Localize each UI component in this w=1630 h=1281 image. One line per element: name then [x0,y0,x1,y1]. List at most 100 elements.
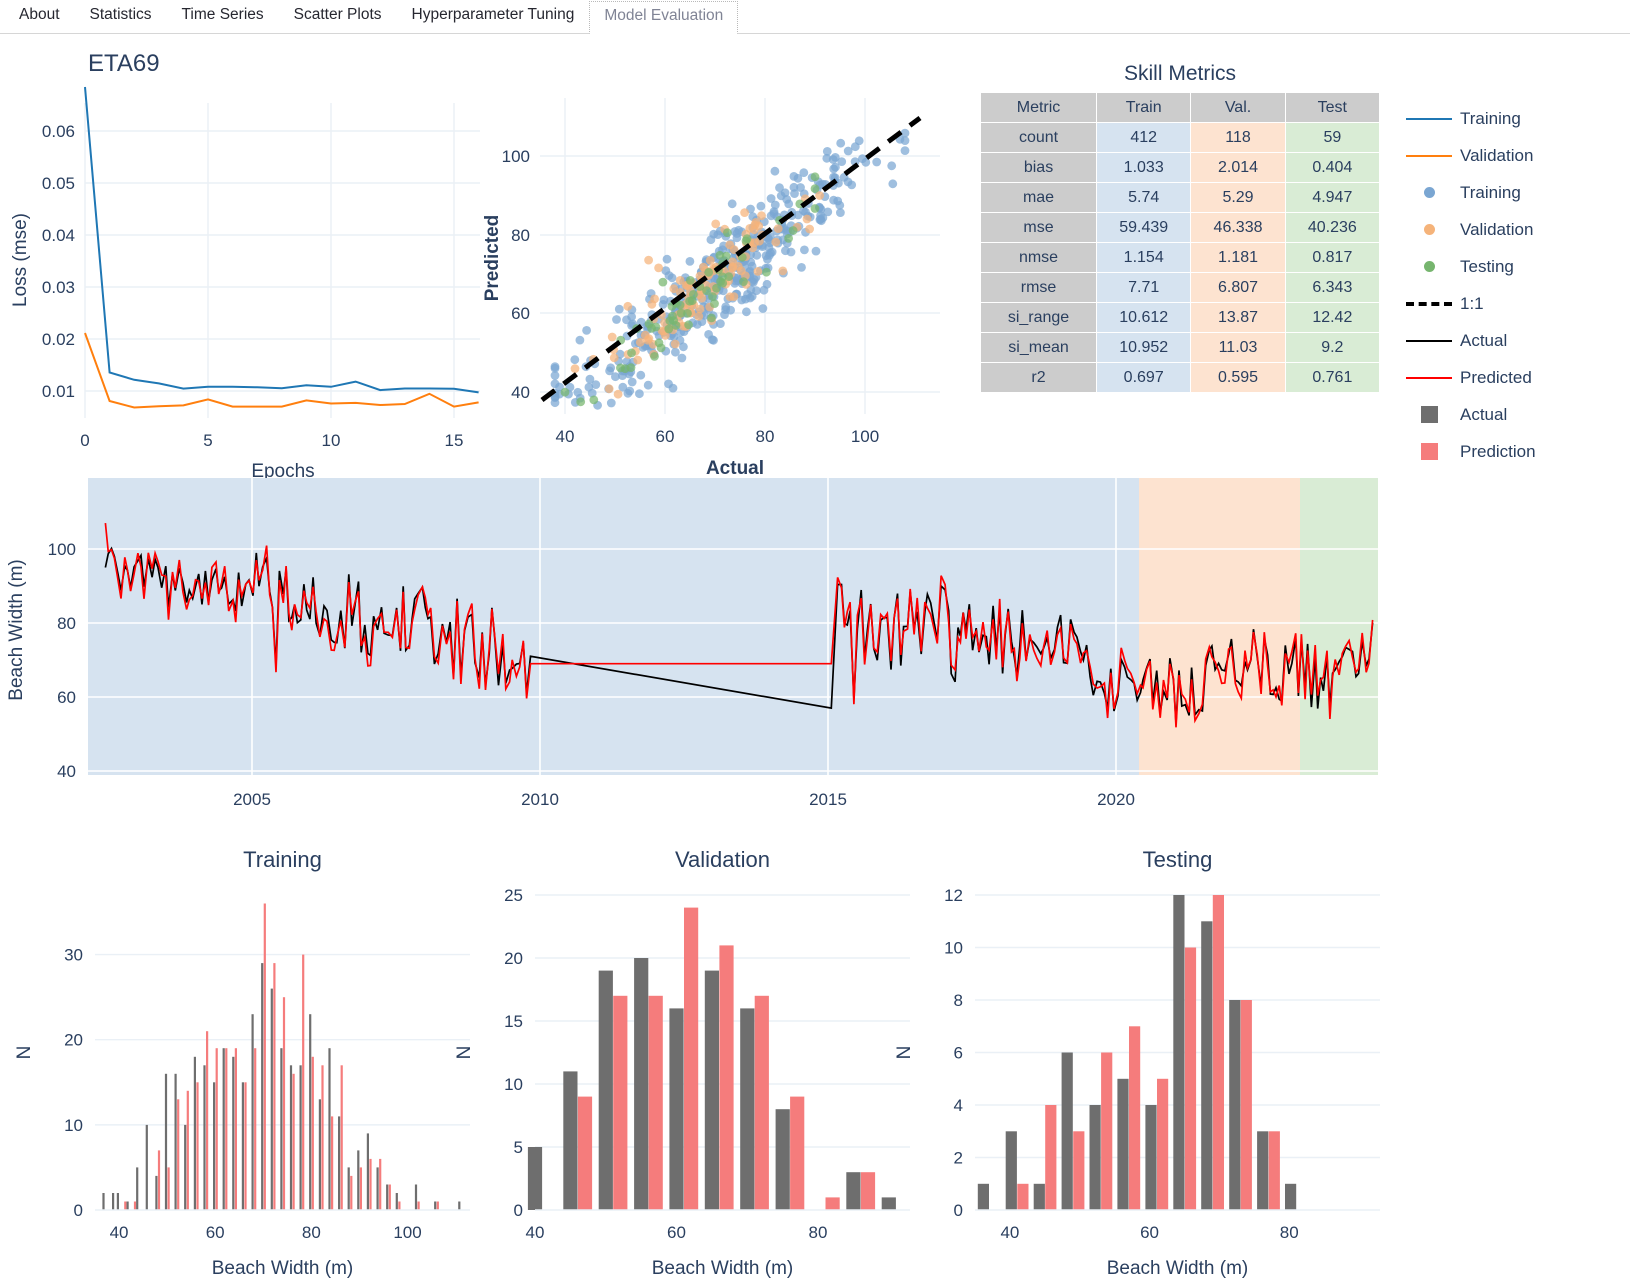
x-tick-label: 60 [667,1223,686,1242]
svg-text:40: 40 [57,762,76,781]
tab-scatter-plots[interactable]: Scatter Plots [293,6,382,24]
scatter-plot: 40 60 80 100 40 60 80 100 Actual Predict… [480,78,950,479]
y-tick-label: 12 [944,886,963,905]
legend-item-1-1-5[interactable]: 1:1 [1398,285,1628,322]
histogram-bar [790,1096,805,1210]
histogram-bar [1229,1000,1241,1210]
histogram-bar [331,1116,334,1210]
legend-label: Training [1460,108,1521,128]
loss-training-line [84,86,479,394]
histogram-bar [328,1048,331,1210]
histogram-bar [1212,895,1224,1210]
cell-count-metric: count [979,122,1098,153]
legend-label: Validation [1460,219,1534,239]
histogram-bar [350,1175,353,1210]
cell-r2-train: 0.697 [1096,362,1192,393]
timeseries-ylabel: Beach Width (m) [6,559,27,700]
legend-item-testing-4[interactable]: Testing [1398,248,1628,285]
histogram-bar [232,1056,235,1210]
cell-mae-val: 5.29 [1190,182,1286,213]
cell-mse-test: 40.236 [1284,212,1381,243]
legend-label: 1:1 [1460,293,1484,313]
legend-item-predicted-7[interactable]: Predicted [1398,359,1628,396]
cell-si_mean-val: 11.03 [1190,332,1286,363]
histogram-bar [376,1167,379,1210]
histogram-bar [527,1147,543,1210]
timeseries-predicted-line [104,523,1374,728]
histogram-bar [434,1201,437,1210]
histogram-bar [436,1201,439,1210]
cell-si_range-train: 10.612 [1096,302,1192,333]
tab-time-series[interactable]: Time Series [181,6,264,24]
legend-label: Testing [1460,256,1514,276]
legend-swatch-square-icon [1398,406,1460,423]
histogram-bar [184,1124,187,1210]
histogram-ylabel: N [454,1046,475,1060]
histogram-bar [244,1082,247,1210]
histogram-bar [206,1031,209,1210]
histogram-bar [241,1082,244,1210]
svg-text:0: 0 [80,431,89,450]
histogram-bar [1145,1105,1157,1210]
tab-about[interactable]: About [19,6,60,24]
legend-item-training-0[interactable]: Training [1398,100,1628,137]
timeseries-plot: 40 60 80 100 2005 2010 2015 2020 Beach W… [0,470,1400,830]
histogram-validation: Validation 0 5 10 15 20 25 40 60 80 Beach Width (m… [440,835,930,1281]
histogram-training: Training 0 10 20 30 40 60 80 100 Beach Width (m) N [0,835,490,1281]
histogram-bar [155,1175,158,1210]
histogram-bar [598,970,613,1210]
histogram-bar [321,1065,324,1210]
histogram-bar [395,1193,398,1210]
table-row: count 412 118 59 [979,122,1381,153]
tab-hyperparameter-tuning[interactable]: Hyperparameter Tuning [411,6,575,24]
tab-bar: About Statistics Time Series Scatter Plo… [0,0,1630,34]
histogram-bar [1101,1052,1113,1210]
cell-bias-metric: bias [979,152,1098,183]
svg-text:80: 80 [511,226,530,245]
y-tick-label: 20 [64,1031,83,1050]
cell-rmse-metric: rmse [979,272,1098,303]
table-row: r2 0.697 0.595 0.761 [979,362,1381,393]
histogram-bar [270,988,273,1210]
legend-item-training-2[interactable]: Training [1398,174,1628,211]
cell-rmse-test: 6.343 [1284,272,1381,303]
histogram-bar [126,1201,129,1210]
histogram-bar [263,903,266,1210]
histogram-bar [1184,947,1197,1210]
legend-item-actual-6[interactable]: Actual [1398,322,1628,359]
legend-label: Predicted [1460,367,1532,387]
legend-item-validation-3[interactable]: Validation [1398,211,1628,248]
histogram-bar [1033,1183,1045,1211]
legend-item-prediction-9[interactable]: Prediction [1398,433,1628,470]
legend-item-actual-8[interactable]: Actual [1398,396,1628,433]
table-row: si_mean 10.952 11.03 9.2 [979,332,1381,363]
tab-statistics[interactable]: Statistics [89,6,152,24]
svg-text:0.01: 0.01 [42,382,75,401]
svg-text:40: 40 [511,383,530,402]
histogram-bar [203,1065,206,1210]
y-tick-label: 20 [504,949,523,968]
legend-item-validation-1[interactable]: Validation [1398,137,1628,174]
svg-text:0.03: 0.03 [42,278,75,297]
cell-r2-test: 0.761 [1284,362,1381,393]
histogram-bar [577,1096,593,1210]
cell-bias-test: 0.404 [1284,152,1381,183]
histogram-bar [740,1008,755,1210]
histogram-bar [1129,1026,1141,1211]
histogram-bar [225,1048,228,1210]
histogram-bar [860,1172,876,1210]
histogram-bar [1017,1183,1029,1211]
histogram-bar [1045,1105,1057,1210]
histogram-bar [196,1082,199,1210]
y-tick-label: 30 [64,946,83,965]
histogram-bar [398,1201,401,1210]
loss-gridlines [84,103,480,418]
histogram-bar [311,1056,314,1210]
tab-model-evaluation[interactable]: Model Evaluation [589,1,739,34]
histogram-bar [292,1073,295,1210]
y-tick-label: 15 [504,1012,523,1031]
histogram-bar [289,1065,293,1210]
cell-nmse-metric: nmse [979,242,1098,273]
histogram-bar [458,1201,461,1210]
histogram-title: Validation [675,847,770,872]
